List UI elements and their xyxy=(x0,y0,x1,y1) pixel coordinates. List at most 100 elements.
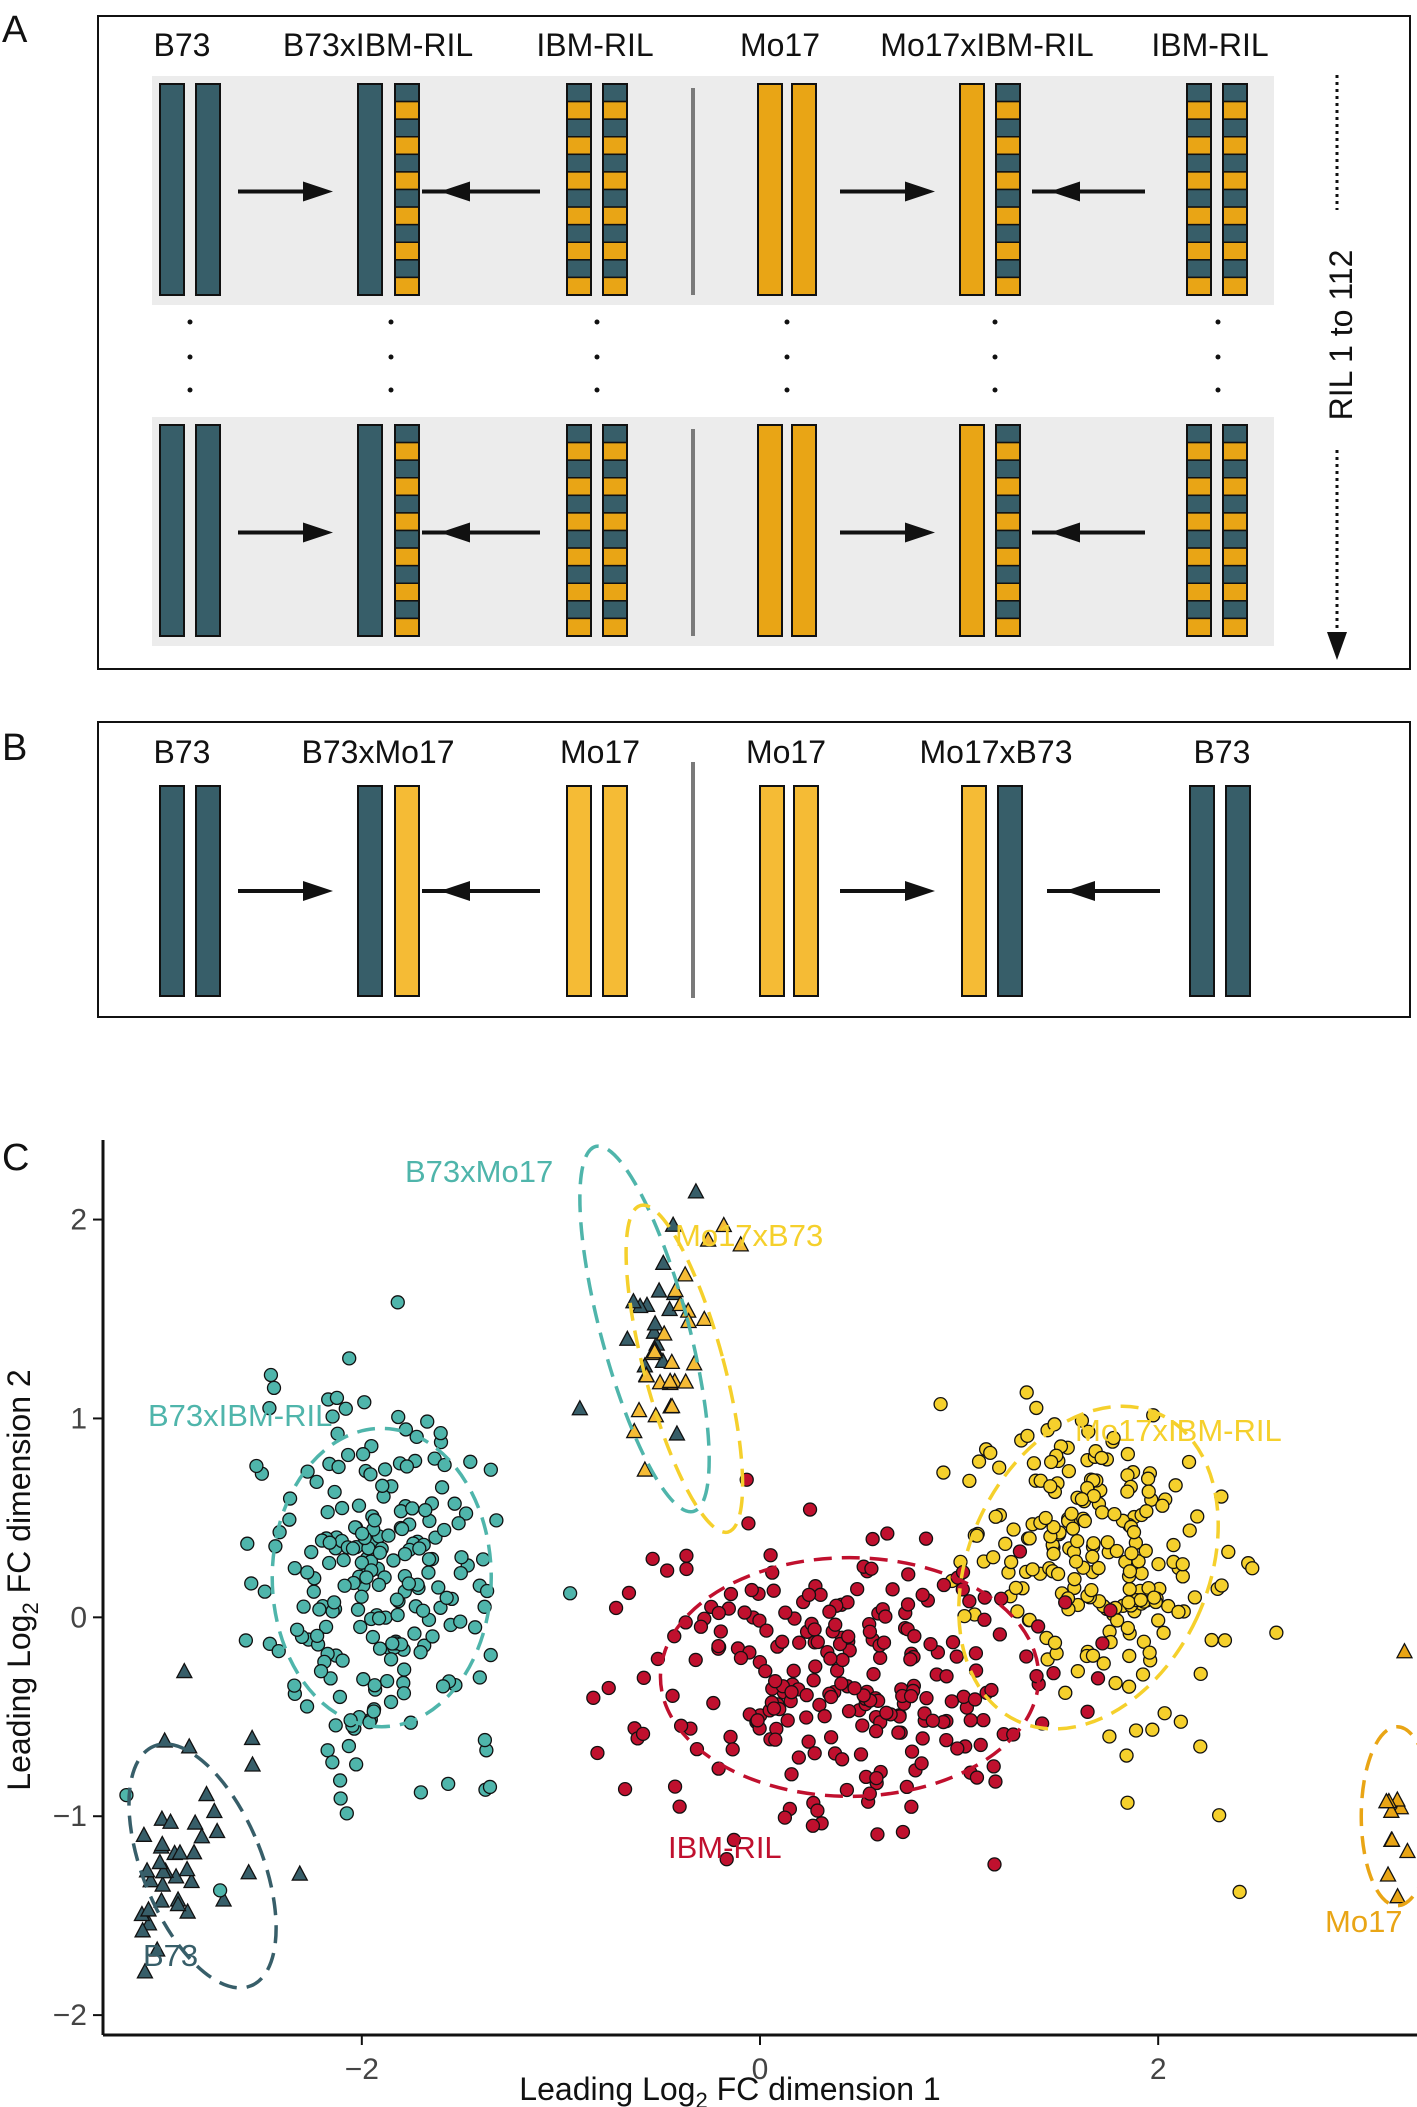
point-mo17xibm xyxy=(1122,1648,1137,1664)
chromosome-ril-seg xyxy=(602,171,628,191)
chromosome-ril-seg xyxy=(394,241,420,261)
point-mo17xibm xyxy=(1120,1468,1135,1483)
point-ibm xyxy=(939,1669,954,1684)
ellipsis-dot xyxy=(992,387,998,393)
chromosome-ril xyxy=(602,83,628,296)
chromosome-ril-seg xyxy=(1186,259,1212,279)
chromosome-ril-seg xyxy=(1222,441,1248,461)
point-mo17xibm xyxy=(1133,1592,1149,1608)
point-mo17xb73 xyxy=(663,1352,681,1370)
point-ibm xyxy=(850,1581,865,1597)
point-b73xibm xyxy=(329,1390,345,1406)
point-b73xibm xyxy=(257,1584,272,1599)
point-mo17xibm xyxy=(1084,1583,1099,1598)
point-mo17xibm xyxy=(1190,1509,1205,1524)
chromosome-mo17 xyxy=(394,785,420,997)
chromosome-ril-seg xyxy=(566,424,592,444)
chromosome-ril-seg xyxy=(566,477,592,497)
chromosome-b73 xyxy=(159,785,185,997)
scatter-plot: −2 0 2 −2 −1 0 1 2 xyxy=(53,1140,1417,2086)
point-mo17xb73 xyxy=(677,1372,695,1389)
point-b73xibm xyxy=(313,1664,329,1679)
panel-c-letter: C xyxy=(2,1137,29,1179)
chromosome-ril-seg xyxy=(1222,617,1248,637)
point-mo17xibm xyxy=(1119,1748,1134,1763)
ellipsis-dot xyxy=(187,387,193,393)
chromosome-ril-seg xyxy=(566,617,592,637)
x-tick-label: 2 xyxy=(1150,2053,1167,2086)
point-ibm xyxy=(768,1732,783,1747)
chromosome-ril-seg xyxy=(1186,617,1212,637)
point-b73xibm xyxy=(289,1622,305,1637)
point-ibm xyxy=(949,1649,964,1664)
chromosome-ril xyxy=(1186,83,1212,296)
point-ibm xyxy=(678,1615,693,1630)
point-mo17xibm xyxy=(1085,1549,1100,1564)
point-b73xibm xyxy=(401,1576,417,1591)
point-ibm xyxy=(778,1605,793,1620)
point-ibm xyxy=(986,1759,1001,1774)
arrow-head xyxy=(303,881,333,901)
point-mo17xibm xyxy=(1151,1613,1166,1628)
point-b73 xyxy=(154,1862,172,1879)
point-mo17xibm xyxy=(1155,1498,1170,1513)
point-ibm xyxy=(973,1737,988,1753)
chromosome-ril-seg xyxy=(602,617,628,637)
point-b73xibm xyxy=(366,1704,381,1719)
point-b73xibm xyxy=(338,1401,353,1416)
ellipsis-dot xyxy=(784,387,790,393)
point-ibm xyxy=(719,1852,734,1867)
panel-a-labels: B73 B73xIBM-RIL IBM-RIL Mo17 Mo17xIBM-RI… xyxy=(154,27,1269,63)
chromosome-b73 xyxy=(195,785,221,997)
point-mo17xibm xyxy=(1047,1635,1063,1650)
panel-a-label-ibm-2: IBM-RIL xyxy=(1151,27,1268,63)
arrow-head xyxy=(1065,881,1095,901)
point-b73xibm xyxy=(212,1883,228,1898)
chromosome-ril xyxy=(995,424,1021,637)
point-mo17xibm xyxy=(1008,1580,1024,1596)
point-b73xibm xyxy=(458,1506,474,1521)
panel-a-frame xyxy=(97,15,1411,670)
point-ibm xyxy=(862,1624,878,1639)
point-mo17xibm xyxy=(983,1445,998,1461)
chromosome-ril-seg xyxy=(394,564,420,585)
point-mo17xibm xyxy=(1214,1578,1229,1593)
chromosome-ril xyxy=(1222,424,1248,637)
point-b73xibm xyxy=(412,1541,427,1556)
point-mo17xibm xyxy=(1136,1634,1152,1649)
chromosome-ril-seg xyxy=(566,547,592,567)
point-b73xibm xyxy=(389,1592,405,1607)
point-mo17xibm xyxy=(998,1536,1013,1551)
ellipse-mo17xibm xyxy=(957,1404,1220,1731)
point-b73xibm xyxy=(413,1785,429,1800)
point-b73xibm xyxy=(287,1560,302,1576)
point-mo17xibm xyxy=(1109,1543,1124,1559)
point-ibm xyxy=(759,1623,774,1638)
point-ibm xyxy=(1019,1649,1034,1664)
chromosome-ril-seg xyxy=(995,118,1021,138)
point-ibm xyxy=(713,1624,728,1639)
point-ibm xyxy=(839,1782,855,1798)
chromosome-ril-seg xyxy=(602,564,628,585)
x-axis-title-prefix: Leading Log xyxy=(519,2071,695,2107)
point-ibm xyxy=(799,1710,814,1725)
point-mo17xibm xyxy=(1091,1560,1106,1576)
chromosome-ril-seg xyxy=(1222,494,1248,514)
point-mo17 xyxy=(1382,1801,1400,1818)
point-b73xibm xyxy=(249,1458,264,1474)
point-ibm xyxy=(847,1681,862,1696)
point-ibm xyxy=(914,1756,929,1771)
point-mo17xibm xyxy=(1068,1554,1084,1569)
chromosome-ril-seg xyxy=(1186,424,1212,444)
point-mo17xibm xyxy=(1022,1531,1037,1546)
point-b73xibm xyxy=(240,1536,255,1551)
panel-b-body xyxy=(159,762,1251,998)
point-mo17xibm xyxy=(1120,1446,1135,1462)
chromosome-ril-seg xyxy=(1186,223,1212,244)
point-ibm xyxy=(1030,1619,1046,1634)
point-b73xibm xyxy=(287,1678,302,1693)
point-b73 xyxy=(148,1940,166,1957)
chromosome-ril-seg xyxy=(995,259,1021,279)
point-mo17xibm xyxy=(1157,1706,1172,1721)
point-mo17xibm xyxy=(1124,1546,1139,1561)
